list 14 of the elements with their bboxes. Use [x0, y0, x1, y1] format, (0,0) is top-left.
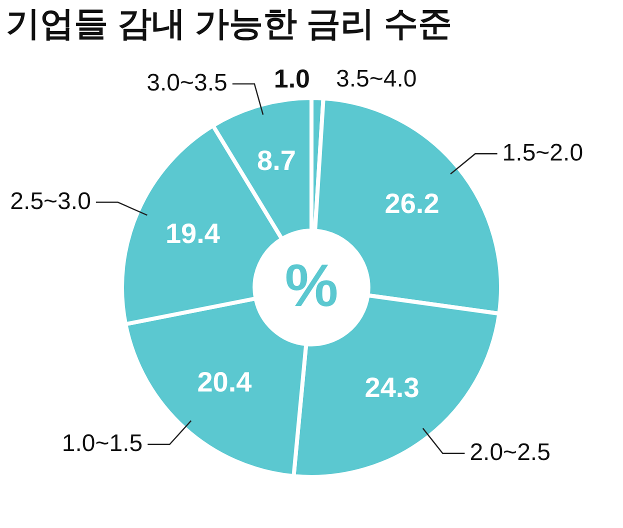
data-label: 8.7: [256, 145, 296, 176]
slice-label: 2.0~2.5: [470, 439, 550, 466]
data-label: 19.4: [165, 218, 220, 249]
data-label: 1.0: [274, 63, 310, 94]
slice-label: 1.5~2.0: [502, 139, 584, 166]
text: %: [284, 252, 338, 320]
slice-label: 3.5~4.0: [336, 66, 417, 93]
slice-label: 2.5~3.0: [10, 188, 91, 215]
data-label: 20.4: [197, 366, 252, 398]
slice-label: 3.0~3.5: [146, 69, 228, 96]
data-label: 26.2: [384, 188, 440, 220]
chart-title: 기업들 감내 가능한 금리 수준: [5, 4, 453, 45]
slice-label: 1.0~1.5: [62, 430, 143, 458]
data-label: 24.3: [364, 372, 420, 404]
